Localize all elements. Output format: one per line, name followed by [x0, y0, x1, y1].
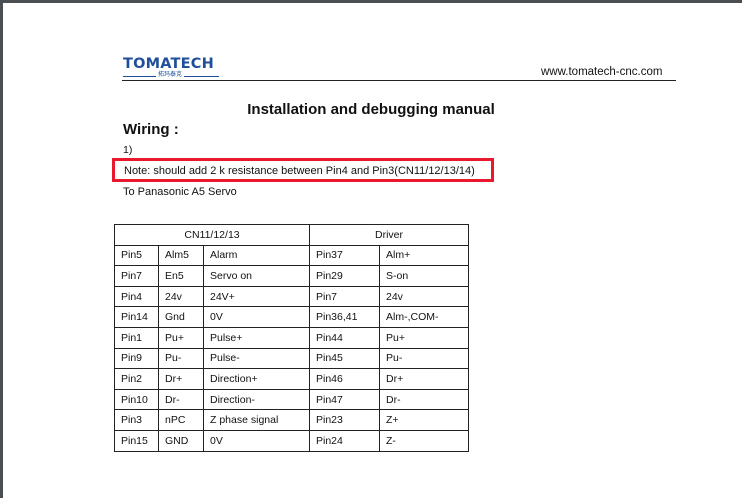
table-cell: Alarm — [203, 244, 310, 267]
logo-text: TOMATECH — [123, 56, 214, 72]
table-cell: Z+ — [379, 409, 469, 431]
table-cell: Z phase signal — [203, 409, 310, 431]
table-cell: 24v — [158, 285, 204, 308]
table-cell: Pin14 — [114, 306, 159, 328]
viewer-frame-top — [0, 0, 742, 3]
table-row: Pin9 Pu- Pulse- Pin45 Pu- — [114, 347, 469, 370]
table-cell: Pu- — [379, 347, 469, 370]
table-cell: Pin5 — [114, 244, 159, 267]
table-row: Pin3 nPC Z phase signal Pin23 Z+ — [114, 409, 469, 431]
table-cell: Pin45 — [309, 347, 380, 370]
table-cell: Pin1 — [114, 326, 159, 349]
table-cell: Dr- — [379, 388, 469, 411]
table-cell: S-on — [379, 265, 469, 287]
table-cell: Z- — [379, 429, 469, 452]
table-cell: Pu+ — [158, 326, 204, 349]
table-cell: Pin47 — [309, 388, 380, 411]
table-cell: Pulse+ — [203, 326, 310, 349]
header-url: www.tomatech-cnc.com — [541, 66, 663, 78]
table-cell: Dr+ — [158, 368, 204, 390]
table-row: Pin15 GND 0V Pin24 Z- — [114, 429, 469, 452]
company-logo: TOMATECH 拓玛泰克 — [123, 57, 219, 79]
viewer-frame-left — [0, 0, 3, 498]
document-title: Installation and debugging manual — [247, 101, 495, 118]
header-divider — [122, 80, 676, 81]
table-row: Pin5 Alm5 Alarm Pin37 Alm+ — [114, 244, 469, 267]
table-cell: Pin7 — [309, 285, 380, 308]
table-cell: En5 — [158, 265, 204, 287]
logo-subtext: 拓玛泰克 — [156, 72, 185, 79]
wiring-table: CN11/12/13 Driver Pin5 Alm5 Alarm Pin37 Alm+… — [114, 224, 469, 452]
table-cell: Dr- — [158, 388, 204, 411]
table-cell: Pin10 — [114, 388, 159, 411]
table-cell: Pin23 — [309, 409, 380, 431]
table-row: Pin10 Dr- Direction- Pin47 Dr- — [114, 388, 469, 411]
table-cell: Pin29 — [309, 265, 380, 287]
table-cell: Pin9 — [114, 347, 159, 370]
logo-underline: 拓玛泰克 — [123, 72, 219, 79]
item-number: 1) — [123, 144, 133, 156]
note-highlight-box — [112, 158, 494, 182]
table-cell: Alm+ — [379, 244, 469, 267]
table-cell: Pulse- — [203, 347, 310, 370]
table-cell: Pu- — [158, 347, 204, 370]
table-cell: 24V+ — [203, 285, 310, 308]
subtitle: To Panasonic A5 Servo — [123, 186, 237, 198]
table-cell: Pin4 — [114, 285, 159, 308]
table-row: Pin4 24v 24V+ Pin7 24v — [114, 285, 469, 308]
table-row: Pin14 Gnd 0V Pin36,41 Alm-,COM- — [114, 306, 469, 328]
note-text: Note: should add 2 k resistance between … — [124, 165, 475, 177]
table-cell: Servo on — [203, 265, 310, 287]
table-cell: Pin44 — [309, 326, 380, 349]
header-cn: CN11/12/13 — [114, 224, 310, 246]
table-cell: 24v — [379, 285, 469, 308]
table-cell: GND — [158, 429, 204, 452]
table-cell: Pin3 — [114, 409, 159, 431]
table-row: Pin7 En5 Servo on Pin29 S-on — [114, 265, 469, 287]
section-heading: Wiring : — [123, 121, 179, 138]
table-cell: 0V — [203, 429, 310, 452]
table-cell: Pin7 — [114, 265, 159, 287]
header-driver: Driver — [309, 224, 469, 246]
table-cell: Direction+ — [203, 368, 310, 390]
table-cell: Pin15 — [114, 429, 159, 452]
table-cell: Pin36,41 — [309, 306, 380, 328]
table-cell: Dr+ — [379, 368, 469, 390]
table-cell: Pu+ — [379, 326, 469, 349]
table-cell: Alm5 — [158, 244, 204, 267]
table-row: Pin2 Dr+ Direction+ Pin46 Dr+ — [114, 368, 469, 390]
table-cell: 0V — [203, 306, 310, 328]
table-cell: Pin37 — [309, 244, 380, 267]
table-row: Pin1 Pu+ Pulse+ Pin44 Pu+ — [114, 326, 469, 349]
table-cell: Alm-,COM- — [379, 306, 469, 328]
table-cell: Pin2 — [114, 368, 159, 390]
table-cell: Pin46 — [309, 368, 380, 390]
table-cell: Direction- — [203, 388, 310, 411]
table-cell: nPC — [158, 409, 204, 431]
table-cell: Gnd — [158, 306, 204, 328]
table-cell: Pin24 — [309, 429, 380, 452]
table-header-row: CN11/12/13 Driver — [114, 224, 469, 246]
